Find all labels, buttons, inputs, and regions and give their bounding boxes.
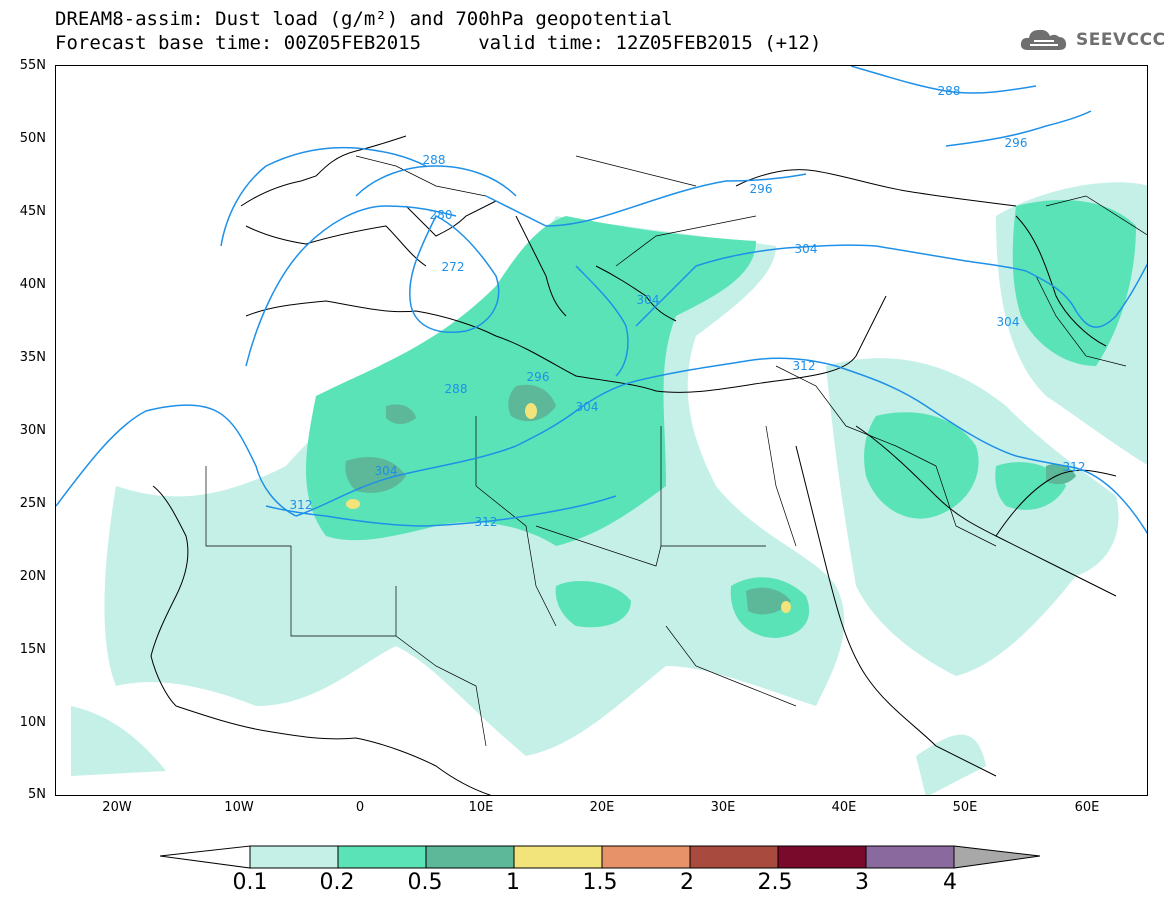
contour-label: 288 (445, 382, 468, 396)
lat-label-25n: 25N (19, 496, 46, 511)
lon-label-0: 0 (355, 800, 365, 815)
dust-shade-0.2 (306, 200, 1136, 638)
lat-label-15n: 15N (19, 642, 46, 657)
lat-label-40n: 40N (19, 277, 46, 292)
colorbar-swatches (249, 845, 955, 869)
geopotential-contours (56, 66, 1147, 535)
contour-label: 304 (576, 400, 599, 414)
colorbar-label-2: 2 (680, 870, 694, 895)
lon-label-50e: 50E (952, 800, 978, 815)
logo-text: SEEVCCC (1076, 30, 1165, 50)
contour-label: 304 (637, 293, 660, 307)
colorbar-swatch (337, 845, 427, 869)
contour-label: 312 (1063, 460, 1086, 474)
colorbar-swatch (689, 845, 779, 869)
lon-label-40e: 40E (831, 800, 857, 815)
colorbar-label-1: 1 (506, 870, 520, 895)
cloud-icon (1020, 29, 1067, 50)
lat-label-30n: 30N (19, 423, 46, 438)
coastlines (150, 135, 1117, 795)
colorbar-label-0.5: 0.5 (407, 870, 443, 895)
lon-label-20e: 20E (589, 800, 615, 815)
colorbar-swatch (249, 845, 339, 869)
colorbar-label-0.1: 0.1 (232, 870, 268, 895)
colorbar-swatch (777, 845, 867, 869)
map-title: DREAM8-assim: Dust load (g/m²) and 700hP… (55, 8, 673, 30)
contour-label: 296 (527, 370, 550, 384)
contour-label: 304 (997, 315, 1020, 329)
colorbar (160, 845, 1041, 869)
colorbar-swatch (425, 845, 515, 869)
lat-label-20n: 20N (19, 569, 46, 584)
contour-label: 288 (423, 153, 446, 167)
dust-load-map: 288 296 296 304 280 272 288 296 304 304 … (55, 65, 1148, 796)
map-canvas: 288 296 296 304 280 272 288 296 304 304 … (56, 66, 1147, 795)
lat-label-5n: 5N (28, 787, 46, 802)
lat-label-10n: 10N (19, 715, 46, 730)
lon-label-10e: 10E (468, 800, 494, 815)
lat-label-35n: 35N (19, 350, 46, 365)
lon-label-30e: 30E (710, 800, 736, 815)
contour-label: 312 (793, 359, 816, 373)
contour-label: 272 (442, 260, 465, 274)
colorbar-swatch (513, 845, 603, 869)
colorbar-swatch (601, 845, 691, 869)
contour-label: 304 (375, 464, 398, 478)
dust-shade-1 (346, 403, 791, 613)
contour-labels: 288 296 296 304 280 272 288 296 304 304 … (290, 84, 1086, 529)
contour-label: 280 (430, 208, 453, 222)
contour-label: 296 (750, 182, 773, 196)
map-subtitle: Forecast base time: 00Z05FEB2015 valid t… (55, 32, 822, 54)
colorbar-swatch (865, 845, 955, 869)
lat-label-55n: 55N (19, 58, 46, 73)
lat-label-45n: 45N (19, 204, 46, 219)
contour-label: 304 (795, 242, 818, 256)
lon-label-20w: 20W (102, 800, 132, 815)
contour-label: 296 (1005, 136, 1028, 150)
contour-label: 288 (938, 84, 961, 98)
colorbar-label-2.5: 2.5 (757, 870, 793, 895)
colorbar-label-1.5: 1.5 (582, 870, 618, 895)
contour-label: 312 (475, 515, 498, 529)
lon-label-10w: 10W (224, 800, 254, 815)
country-borders (205, 155, 1147, 747)
contour-label: 312 (290, 498, 313, 512)
lon-label-60e: 60E (1074, 800, 1100, 815)
colorbar-label-0.2: 0.2 (319, 870, 355, 895)
colorbar-label-4: 4 (943, 870, 957, 895)
colorbar-max-arrow (953, 845, 1041, 869)
seevccc-logo: SEEVCCC (1018, 26, 1165, 54)
colorbar-label-3: 3 (855, 870, 869, 895)
colorbar-min-arrow (160, 845, 251, 869)
lat-label-50n: 50N (19, 131, 46, 146)
